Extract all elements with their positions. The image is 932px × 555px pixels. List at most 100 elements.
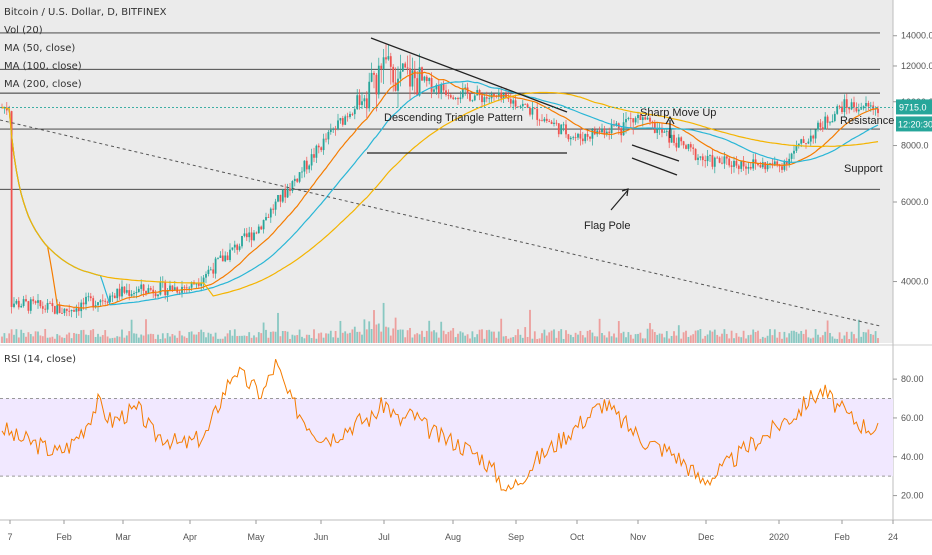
candle-body <box>699 156 702 158</box>
volume-bar <box>188 332 191 343</box>
volume-bar <box>315 338 318 343</box>
volume-bar <box>661 333 663 343</box>
volume-bar <box>620 333 623 343</box>
candle-body <box>37 300 39 303</box>
volume-bar <box>673 331 675 343</box>
candle-body <box>332 129 335 130</box>
candle-body <box>137 288 140 293</box>
candle-body <box>572 137 575 139</box>
volume-bar <box>65 334 68 343</box>
candle-body <box>44 308 47 310</box>
candle-body <box>248 232 251 238</box>
volume-bar <box>51 336 54 343</box>
candle-body <box>385 57 387 60</box>
volume-bar <box>32 336 35 343</box>
volume-bar <box>421 330 423 343</box>
volume-bar <box>598 318 601 343</box>
candle-body <box>735 160 738 166</box>
candle-body <box>224 255 227 262</box>
candle-body <box>485 97 488 99</box>
candle-body <box>670 134 673 143</box>
candle-body <box>742 161 745 167</box>
candle-body <box>125 290 128 293</box>
volume-bar <box>135 333 138 343</box>
volume-bar <box>361 334 363 343</box>
volume-bar <box>20 329 23 343</box>
volume-bar <box>279 336 282 343</box>
candle-body <box>305 160 308 170</box>
candle-body <box>147 288 150 294</box>
candle-body <box>433 89 435 92</box>
annotation-resistance: Resistance <box>840 115 894 127</box>
volume-bar <box>171 334 174 343</box>
volume-bar <box>325 333 327 343</box>
volume-bar <box>63 337 66 343</box>
volume-bar <box>205 337 207 343</box>
volume-bar <box>800 330 803 343</box>
candle-body <box>185 287 188 289</box>
candle-body <box>493 93 495 96</box>
volume-bar <box>749 334 752 343</box>
rsi-line <box>1 359 879 492</box>
candle-body <box>747 166 750 169</box>
volume-bar <box>596 336 599 343</box>
candle-body <box>529 107 531 115</box>
volume-bar <box>850 331 853 343</box>
volume-bar <box>483 338 486 343</box>
candles-group <box>1 44 879 319</box>
volume-bar <box>109 338 111 343</box>
volume-bar <box>646 328 649 343</box>
volume-bar <box>377 323 380 343</box>
candle-body <box>620 128 623 136</box>
time-tick-label: 7 <box>7 532 12 542</box>
flag-lower-line <box>631 157 678 176</box>
candle-body <box>363 98 366 102</box>
candle-body <box>692 147 695 149</box>
candle-body <box>697 157 699 160</box>
candle-body <box>545 118 548 121</box>
volume-bar <box>224 336 227 343</box>
volume-bar <box>622 331 625 343</box>
candle-body <box>116 288 119 299</box>
candle-body <box>567 134 570 140</box>
volume-bar <box>303 338 306 343</box>
candle-body <box>603 128 606 135</box>
legend-ma50: MA (50, close) <box>4 43 76 54</box>
volume-bar <box>68 332 71 343</box>
volume-bar <box>740 337 743 343</box>
candle-body <box>509 99 512 104</box>
candle-body <box>226 255 229 261</box>
candle-body <box>61 312 63 314</box>
volume-bar <box>711 331 714 343</box>
volume-bar <box>593 336 596 343</box>
candle-body <box>82 302 85 305</box>
volume-bar <box>289 338 291 343</box>
candle-body <box>605 131 608 135</box>
volume-bar <box>337 337 339 343</box>
volume-bar <box>488 329 491 343</box>
candle-body <box>303 160 306 172</box>
candle-body <box>821 127 824 130</box>
volume-bar <box>639 332 642 343</box>
volume-bar <box>209 333 212 343</box>
volume-bar <box>836 338 839 343</box>
candle-body <box>641 117 644 121</box>
candle-body <box>610 124 613 133</box>
candle-body <box>329 129 332 132</box>
rsi-tick-label: 20.00 <box>901 491 924 501</box>
volume-bar <box>601 333 603 343</box>
volume-bar <box>805 329 807 343</box>
candle-body <box>476 90 479 96</box>
volume-bar <box>257 332 260 343</box>
candle-body <box>279 194 282 202</box>
candle-body <box>711 155 714 167</box>
volume-bar <box>236 336 239 343</box>
volume-bar <box>433 330 435 343</box>
candle-body <box>421 67 423 81</box>
candle-body <box>737 165 740 169</box>
time-tick-label: Feb <box>56 532 72 542</box>
candle-body <box>394 82 397 91</box>
volume-bar <box>771 335 774 343</box>
volume-bar <box>142 335 145 343</box>
volume-bar <box>243 335 246 343</box>
